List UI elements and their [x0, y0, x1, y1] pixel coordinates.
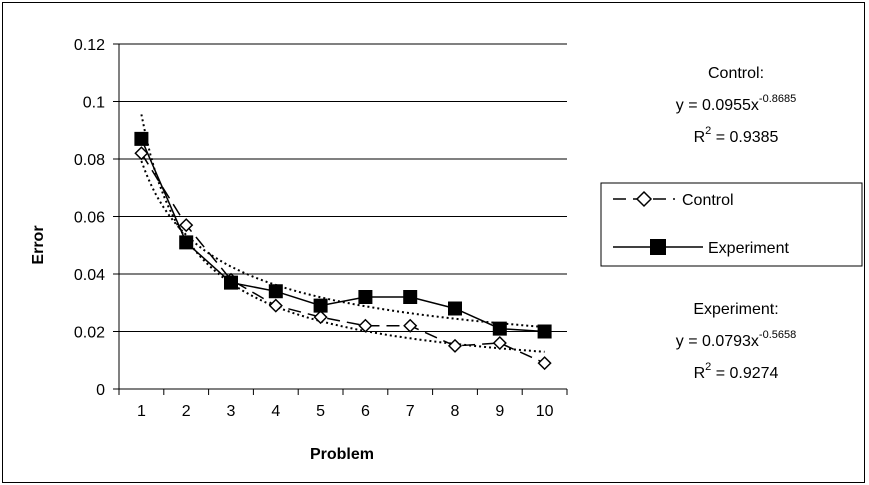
experiment-point-6	[358, 290, 373, 304]
y-tick-label-0: 0	[96, 382, 105, 399]
control-point-7	[403, 318, 418, 333]
legend-box	[600, 182, 863, 267]
experiment-point-1	[134, 131, 149, 146]
trendlines	[140, 114, 545, 353]
x-tick-label-9: 9	[495, 403, 504, 420]
experiment-equation: y = 0.0793x-0.5658	[676, 329, 796, 350]
legend: Control Experiment	[600, 182, 863, 267]
y-axis-title: Error	[30, 225, 47, 264]
y-tick-label-4: 0.08	[74, 152, 105, 169]
experiment-point-7	[403, 290, 418, 304]
legend-item-experiment: Experiment	[613, 239, 789, 257]
legend-experiment-label: Experiment	[708, 240, 789, 257]
y-tick-label-3: 0.06	[74, 210, 105, 227]
x-tick-label-3: 3	[227, 403, 236, 420]
x-tick-label-2: 2	[182, 403, 191, 420]
control-point-4	[268, 298, 283, 313]
legend-item-control: Control	[613, 190, 734, 209]
experiment-point-3	[224, 275, 238, 290]
legend-experiment-marker-icon	[650, 239, 666, 255]
experiment-point-8	[448, 301, 462, 316]
control-point-8	[447, 338, 463, 353]
experiment-equation-exponent: -0.5658	[759, 329, 796, 341]
experiment-point-5	[313, 298, 328, 313]
experiment-point-4	[268, 284, 283, 299]
experiment-equation-annotation: Experiment: y = 0.0793x-0.5658 R2 = 0.92…	[676, 301, 796, 382]
control-point-6	[358, 318, 373, 333]
gridlines	[119, 43, 567, 332]
control-point-2	[179, 218, 194, 233]
control-point-5	[313, 310, 328, 325]
tick-labels: 0 0.02 0.04 0.06 0.08 0.1 0.12 1 2 3 4 5 6 7 8 9 10	[74, 37, 554, 420]
control-point-1	[134, 146, 149, 161]
axes	[113, 43, 568, 395]
control-point-10	[537, 356, 552, 371]
control-annotation-heading: Control:	[708, 65, 764, 82]
x-tick-label-8: 8	[451, 403, 460, 420]
y-tick-label-2: 0.04	[74, 267, 105, 284]
x-tick-label-7: 7	[406, 403, 415, 420]
series-line-experiment	[140, 138, 545, 333]
legend-control-label: Control	[682, 192, 734, 209]
control-r-squared: R2 = 0.9385	[694, 125, 779, 146]
control-equation-base: y = 0.0955x	[676, 97, 759, 114]
control-point-9	[492, 335, 507, 351]
series-markers	[134, 131, 552, 371]
x-tick-label-5: 5	[316, 403, 325, 420]
experiment-point-2	[179, 235, 194, 250]
control-equation-annotation: Control: y = 0.0955x-0.8685 R2 = 0.9385	[676, 65, 796, 146]
x-tick-label-6: 6	[361, 403, 370, 420]
experiment-point-9	[492, 321, 507, 336]
experiment-equation-base: y = 0.0793x	[676, 333, 759, 350]
control-equation: y = 0.0955x-0.8685	[676, 93, 796, 114]
x-tick-label-10: 10	[536, 403, 554, 420]
experiment-r-squared: R2 = 0.9274	[694, 361, 779, 382]
legend-control-marker-icon	[635, 190, 653, 208]
x-axis-title: Problem	[310, 446, 374, 463]
x-tick-label-1: 1	[137, 403, 146, 420]
experiment-point-10	[537, 324, 552, 339]
series-lines	[140, 138, 545, 364]
chart-svg: 0 0.02 0.04 0.06 0.08 0.1 0.12 1 2 3 4 5 6 7 8 9 10 Erro…	[30, 37, 863, 463]
experiment-annotation-heading: Experiment:	[693, 301, 778, 318]
control-equation-exponent: -0.8685	[759, 93, 796, 105]
y-tick-label-5: 0.1	[83, 95, 105, 112]
trendline-control	[140, 114, 545, 353]
x-tick-label-4: 4	[271, 403, 280, 420]
y-tick-label-1: 0.02	[74, 325, 105, 342]
y-tick-label-6: 0.12	[74, 37, 105, 54]
